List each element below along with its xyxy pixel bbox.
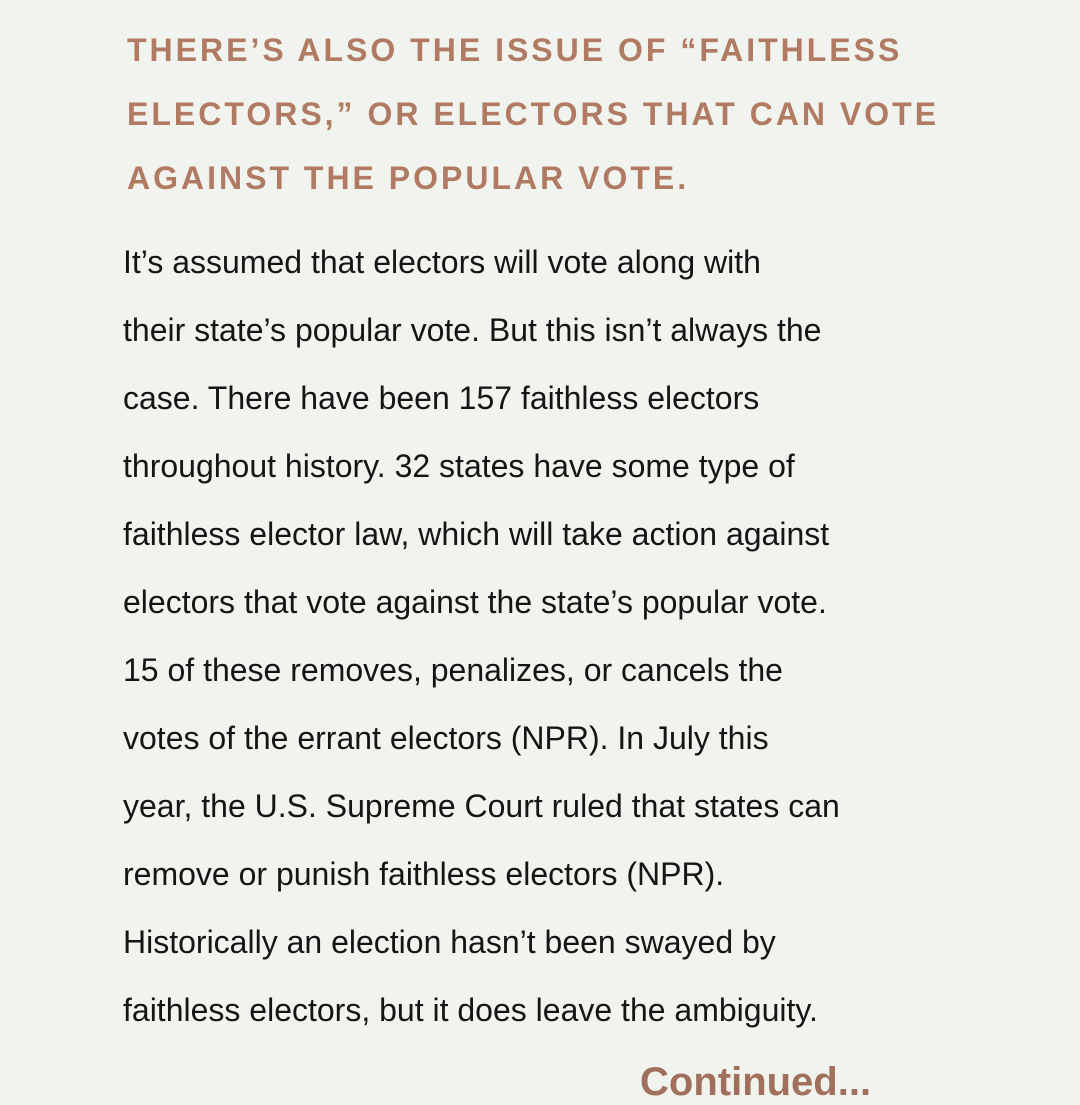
body-line: their state’s popular vote. But this isn… xyxy=(123,312,822,348)
body-line: Historically an election hasn’t been swa… xyxy=(123,924,776,960)
body-line: year, the U.S. Supreme Court ruled that … xyxy=(123,788,840,824)
body-line: throughout history. 32 states have some … xyxy=(123,448,795,484)
body-line: remove or punish faithless electors (NPR… xyxy=(123,856,725,892)
continuation-label: Continued... xyxy=(640,1060,872,1104)
section-heading: There’s also the issue of “faithless ele… xyxy=(127,32,940,196)
body-paragraph: It’s assumed that electors will vote alo… xyxy=(123,228,1003,1044)
body-line: It’s assumed that electors will vote alo… xyxy=(123,244,761,280)
body-line: votes of the errant electors (NPR). In J… xyxy=(123,720,769,756)
body-line: faithless electors, but it does leave th… xyxy=(123,992,818,1028)
body-line: 15 of these removes, penalizes, or cance… xyxy=(123,652,783,688)
body-line: faithless elector law, which will take a… xyxy=(123,516,830,552)
body-line: case. There have been 157 faithless elec… xyxy=(123,380,760,416)
body-line: electors that vote against the state’s p… xyxy=(123,584,827,620)
